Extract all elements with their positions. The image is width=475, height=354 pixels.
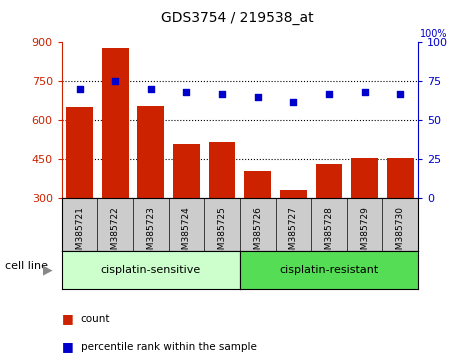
Bar xyxy=(137,106,164,198)
Text: GSM385728: GSM385728 xyxy=(324,206,333,261)
Text: ■: ■ xyxy=(62,312,74,325)
Point xyxy=(182,90,190,95)
Text: count: count xyxy=(81,314,110,324)
Bar xyxy=(244,171,271,198)
Text: ▶: ▶ xyxy=(43,263,52,276)
Text: GSM385727: GSM385727 xyxy=(289,206,298,261)
Point xyxy=(111,79,119,84)
Text: 100%: 100% xyxy=(420,29,448,39)
Bar xyxy=(351,158,378,198)
Point xyxy=(218,91,226,97)
Bar xyxy=(173,144,200,198)
Text: GSM385730: GSM385730 xyxy=(396,206,405,261)
Point xyxy=(254,94,261,100)
Bar xyxy=(280,190,307,198)
Point xyxy=(289,99,297,104)
Text: GSM385723: GSM385723 xyxy=(146,206,155,261)
Point xyxy=(396,91,404,97)
Text: cisplatin-sensitive: cisplatin-sensitive xyxy=(101,265,201,275)
Point xyxy=(325,91,332,97)
Bar xyxy=(315,165,342,198)
Text: GSM385721: GSM385721 xyxy=(75,206,84,261)
Bar xyxy=(387,158,414,198)
Text: cell line: cell line xyxy=(5,261,48,272)
Text: percentile rank within the sample: percentile rank within the sample xyxy=(81,342,256,352)
Text: cisplatin-resistant: cisplatin-resistant xyxy=(279,265,379,275)
Bar xyxy=(102,48,129,198)
Text: GSM385729: GSM385729 xyxy=(360,206,369,261)
Text: GSM385725: GSM385725 xyxy=(218,206,227,261)
Text: GSM385724: GSM385724 xyxy=(182,206,191,261)
Bar xyxy=(209,142,236,198)
Point xyxy=(147,86,155,92)
Bar xyxy=(66,107,93,198)
Point xyxy=(76,86,84,92)
Text: GSM385726: GSM385726 xyxy=(253,206,262,261)
Text: GDS3754 / 219538_at: GDS3754 / 219538_at xyxy=(161,11,314,25)
Text: GSM385722: GSM385722 xyxy=(111,206,120,261)
Text: ■: ■ xyxy=(62,341,74,353)
Point xyxy=(361,90,369,95)
